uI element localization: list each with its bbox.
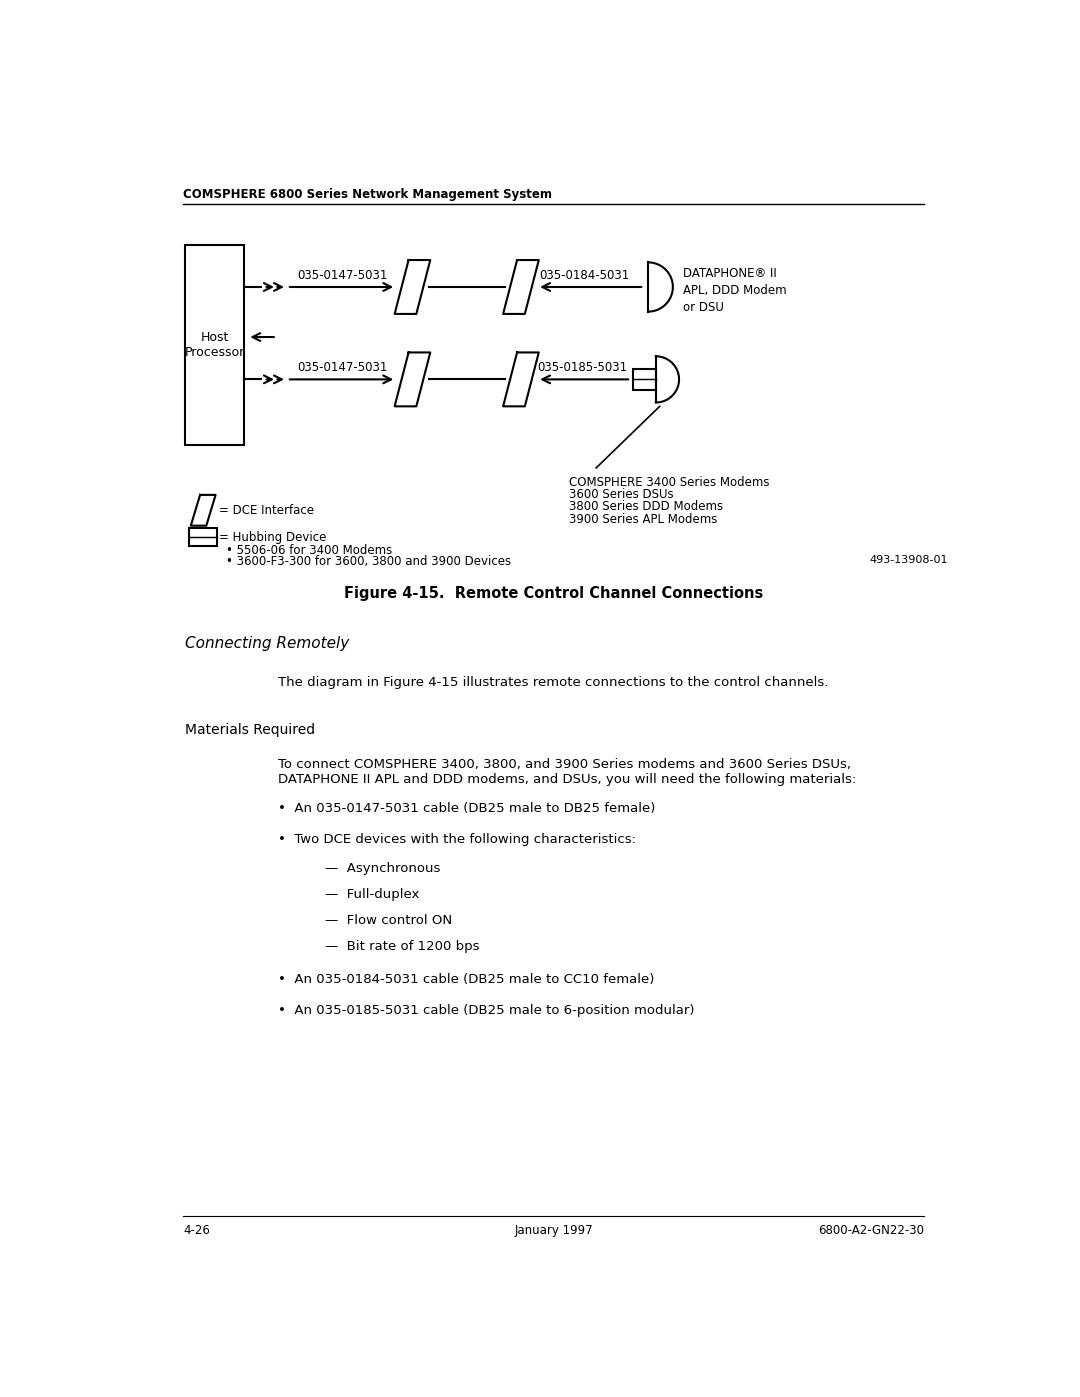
- Text: Connecting Remotely: Connecting Remotely: [186, 636, 350, 651]
- Text: Materials Required: Materials Required: [186, 722, 315, 736]
- Text: COMSPHERE 6800 Series Network Management System: COMSPHERE 6800 Series Network Management…: [183, 189, 552, 201]
- Text: •  An 035-0185-5031 cable (DB25 male to 6-position modular): • An 035-0185-5031 cable (DB25 male to 6…: [279, 1003, 694, 1017]
- Text: DATAPHONE® II
APL, DDD Modem
or DSU: DATAPHONE® II APL, DDD Modem or DSU: [683, 267, 786, 314]
- Text: • 5506-06 for 3400 Modems: • 5506-06 for 3400 Modems: [227, 543, 393, 557]
- Text: To connect COMSPHERE 3400, 3800, and 3900 Series modems and 3600 Series DSUs,: To connect COMSPHERE 3400, 3800, and 390…: [279, 759, 851, 771]
- Text: Host
Processor: Host Processor: [185, 331, 244, 359]
- Text: •  Two DCE devices with the following characteristics:: • Two DCE devices with the following cha…: [279, 833, 636, 845]
- Text: The diagram in Figure 4-15 illustrates remote connections to the control channel: The diagram in Figure 4-15 illustrates r…: [279, 676, 828, 689]
- Text: 4-26: 4-26: [183, 1224, 210, 1236]
- Text: •  An 035-0184-5031 cable (DB25 male to CC10 female): • An 035-0184-5031 cable (DB25 male to C…: [279, 972, 654, 986]
- Text: —  Bit rate of 1200 bps: — Bit rate of 1200 bps: [325, 940, 480, 953]
- Text: —  Asynchronous: — Asynchronous: [325, 862, 441, 875]
- Text: 035-0184-5031: 035-0184-5031: [539, 270, 630, 282]
- Text: 035-0147-5031: 035-0147-5031: [297, 270, 388, 282]
- Text: • 3600-F3-300 for 3600, 3800 and 3900 Devices: • 3600-F3-300 for 3600, 3800 and 3900 De…: [227, 556, 512, 569]
- Text: 493-13908-01: 493-13908-01: [869, 556, 948, 566]
- Text: Figure 4-15.  Remote Control Channel Connections: Figure 4-15. Remote Control Channel Conn…: [343, 585, 764, 601]
- Text: COMSPHERE 3400 Series Modems: COMSPHERE 3400 Series Modems: [569, 475, 769, 489]
- Text: = Hubbing Device: = Hubbing Device: [218, 531, 326, 543]
- Text: DATAPHONE II APL and DDD modems, and DSUs, you will need the following materials: DATAPHONE II APL and DDD modems, and DSU…: [279, 774, 856, 787]
- Bar: [189, 528, 217, 546]
- Text: —  Full-duplex: — Full-duplex: [325, 888, 419, 901]
- Text: = DCE Interface: = DCE Interface: [218, 504, 313, 517]
- Bar: [633, 369, 656, 390]
- Text: 3900 Series APL Modems: 3900 Series APL Modems: [569, 513, 717, 525]
- Text: 3800 Series DDD Modems: 3800 Series DDD Modems: [569, 500, 724, 513]
- Text: 3600 Series DSUs: 3600 Series DSUs: [569, 488, 674, 502]
- Bar: [186, 244, 243, 444]
- Text: —  Flow control ON: — Flow control ON: [325, 914, 453, 928]
- Text: •  An 035-0147-5031 cable (DB25 male to DB25 female): • An 035-0147-5031 cable (DB25 male to D…: [279, 802, 656, 814]
- Text: 035-0147-5031: 035-0147-5031: [297, 362, 388, 374]
- Text: January 1997: January 1997: [514, 1224, 593, 1236]
- Text: 6800-A2-GN22-30: 6800-A2-GN22-30: [818, 1224, 924, 1236]
- Text: 035-0185-5031: 035-0185-5031: [538, 362, 627, 374]
